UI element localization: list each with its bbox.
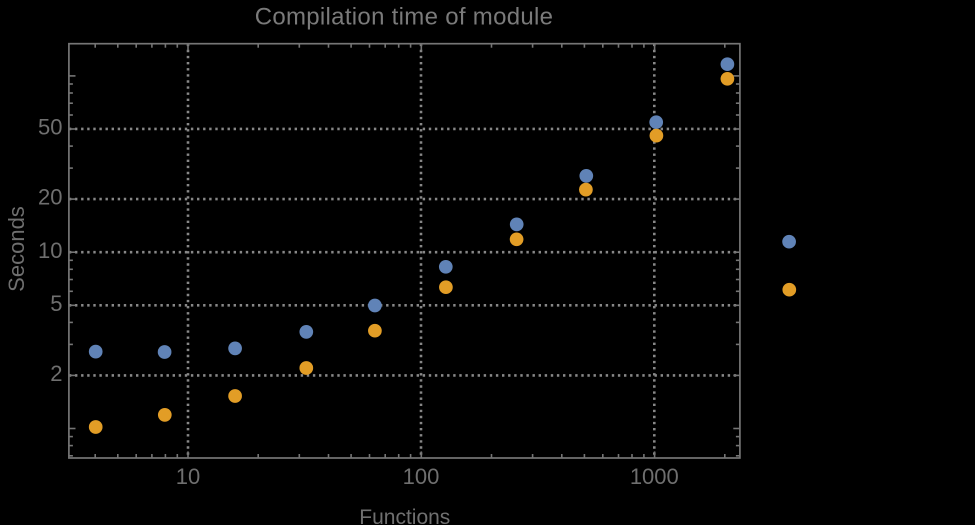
svg-text:20: 20 — [38, 185, 62, 210]
svg-text:2: 2 — [50, 361, 62, 386]
svg-text:50: 50 — [38, 115, 62, 140]
svg-text:1000: 1000 — [630, 464, 679, 489]
svg-text:10: 10 — [38, 238, 62, 263]
svg-text:5: 5 — [50, 291, 62, 316]
svg-text:100: 100 — [403, 464, 440, 489]
svg-text:Functions: Functions — [359, 506, 450, 525]
svg-text:Seconds: Seconds — [4, 206, 29, 292]
svg-text:10: 10 — [176, 464, 200, 489]
svg-text:Compilation time of module: Compilation time of module — [255, 3, 554, 30]
